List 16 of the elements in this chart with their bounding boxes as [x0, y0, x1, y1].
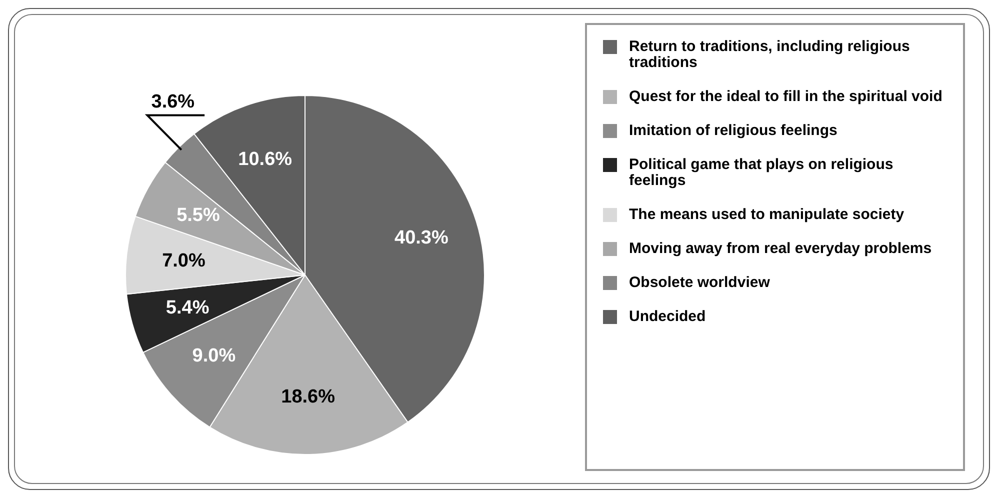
legend-label: Return to traditions, including religious traditions [629, 38, 911, 71]
data-label: 5.5% [176, 205, 220, 226]
legend-label: Obsolete worldview [629, 274, 770, 291]
legend-label: Quest for the ideal to fill in the spiritual void [629, 88, 942, 105]
data-label: 40.3% [394, 228, 448, 249]
data-label: 3.6% [151, 91, 195, 112]
legend-label: Moving away from real everyday problems [629, 240, 932, 257]
data-label: 5.4% [166, 298, 210, 319]
legend-label: Political game that plays on religious feelings [629, 156, 894, 189]
data-label: 18.6% [281, 386, 336, 408]
legend-label: Imitation of religious feelings [629, 122, 838, 139]
data-label: 9.0% [192, 346, 236, 367]
data-label: 7.0% [162, 250, 206, 272]
legend-label: The means used to manipulate society [629, 206, 904, 223]
legend-label: Undecided [629, 308, 706, 325]
data-label: 10.6% [238, 148, 292, 170]
